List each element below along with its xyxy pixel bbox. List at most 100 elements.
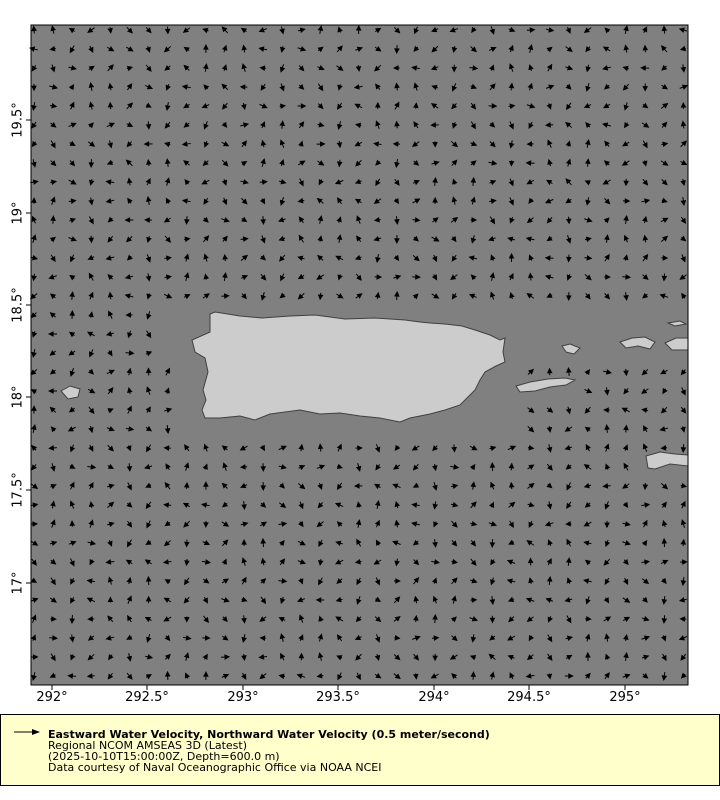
velocity-arrow [165,158,171,167]
velocity-arrow [450,216,459,223]
velocity-arrow [488,103,498,109]
velocity-arrow [317,482,323,490]
velocity-arrow [545,198,554,204]
velocity-arrow [356,596,362,605]
velocity-arrow [163,502,172,508]
velocity-arrow [411,141,420,148]
velocity-arrow [202,463,208,470]
velocity-arrow [240,179,249,185]
velocity-arrow [68,179,77,185]
velocity-arrow [126,634,133,640]
velocity-arrow [528,197,534,204]
velocity-arrow [547,539,553,546]
velocity-arrow [661,179,668,186]
velocity-arrow [393,254,400,262]
velocity-arrow [317,83,324,92]
velocity-arrow [335,616,344,622]
velocity-arrow [184,558,190,567]
velocity-arrow [661,64,668,71]
velocity-arrow [317,652,324,661]
velocity-arrow [431,26,439,33]
velocity-arrow [413,82,419,91]
velocity-arrow [49,368,57,375]
velocity-arrow [240,521,249,527]
velocity-arrow [336,578,343,584]
velocity-arrow [451,635,458,642]
velocity-arrow [509,292,515,300]
velocity-arrow [451,196,458,205]
lat-tick-label: 17° [10,571,26,595]
velocity-arrow [107,387,114,395]
velocity-arrow [69,614,76,625]
velocity-arrow [260,537,267,548]
velocity-arrow [525,597,535,603]
velocity-arrow [528,577,534,584]
velocity-arrow [164,26,171,35]
velocity-arrow [126,83,133,91]
velocity-arrow [145,673,152,680]
velocity-arrow [298,27,306,33]
velocity-arrow [430,673,439,679]
velocity-arrow [526,103,536,109]
velocity-arrow [107,463,115,469]
velocity-arrow [642,274,649,280]
velocity-arrow [105,255,115,261]
velocity-arrow [240,27,248,34]
velocity-arrow [545,122,554,128]
velocity-arrow [31,521,39,527]
velocity-arrow [165,463,171,471]
velocity-arrow [69,274,76,281]
velocity-arrow [336,45,343,53]
velocity-arrow [183,652,190,661]
velocity-arrow [661,197,668,204]
velocity-arrow [280,596,286,605]
velocity-arrow [470,140,478,147]
velocity-arrow [183,520,190,528]
velocity-arrow [30,654,39,660]
velocity-arrow [164,670,171,681]
velocity-arrow [680,178,686,187]
velocity-arrow [603,369,612,375]
velocity-arrow [604,501,610,510]
velocity-arrow [564,444,573,451]
velocity-arrow [678,27,688,33]
velocity-arrow [221,501,229,508]
velocity-arrow [679,84,689,90]
velocity-arrow [470,176,477,187]
velocity-arrow [546,367,553,376]
velocity-arrow [584,559,592,566]
velocity-arrow [640,65,650,71]
velocity-arrow [50,558,57,565]
velocity-arrow [604,198,611,205]
velocity-arrow [260,235,266,244]
velocity-arrow [317,559,324,566]
velocity-arrow [278,178,287,185]
velocity-arrow [488,653,496,660]
velocity-arrow [394,500,400,509]
velocity-arrow [355,672,361,681]
velocity-arrow [67,673,77,679]
velocity-arrow [565,26,571,34]
velocity-arrow [49,102,58,109]
velocity-arrow [87,254,95,261]
velocity-arrow [50,616,57,622]
velocity-arrow [336,159,343,168]
velocity-arrow [31,671,37,681]
velocity-arrow [544,521,554,527]
velocity-arrow [280,652,286,661]
velocity-arrow [489,272,496,281]
velocity-arrow [394,216,400,225]
velocity-arrow [50,500,56,509]
velocity-arrow [603,597,610,604]
velocity-arrow [87,388,96,394]
velocity-arrow [413,45,420,52]
velocity-arrow [144,464,153,470]
velocity-arrow [641,369,649,376]
velocity-arrow [50,160,57,167]
velocity-arrow [163,445,171,451]
velocity-arrow [642,425,649,433]
velocity-arrow [278,502,287,508]
velocity-arrow [525,236,535,242]
velocity-arrow [488,46,497,52]
velocity-arrow [546,179,553,186]
